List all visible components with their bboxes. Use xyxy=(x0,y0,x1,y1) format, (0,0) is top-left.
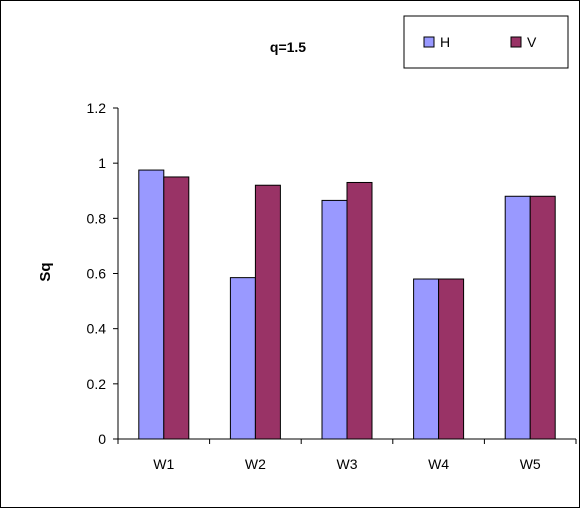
x-tick-label: W4 xyxy=(428,456,449,472)
y-tick-label: 1.2 xyxy=(87,100,107,116)
y-tick-label: 0 xyxy=(98,431,106,447)
legend-label-h: H xyxy=(440,34,450,50)
y-tick-label: 0.6 xyxy=(87,266,107,282)
y-tick-label: 0.2 xyxy=(87,376,107,392)
y-tick-label: 0.4 xyxy=(87,321,107,337)
x-tick-label: W5 xyxy=(520,456,541,472)
bar-h-w5 xyxy=(504,195,531,440)
bar-h-w3 xyxy=(321,199,348,440)
bar-v-w2 xyxy=(254,184,281,440)
legend: H V xyxy=(403,15,569,69)
chart-title: q=1.5 xyxy=(270,39,306,55)
plot-area: 0 0.2 0.4 0.6 0.8 1 1.2 W1 W2 W3 W4 W5 xyxy=(87,100,577,472)
y-tick-label: 0.8 xyxy=(87,210,107,226)
bar-h-w4 xyxy=(413,278,440,440)
bar-v-w3 xyxy=(346,181,373,440)
bar-v-w1 xyxy=(163,176,190,440)
bar-h-w1 xyxy=(138,169,165,440)
bar-h-w2 xyxy=(229,277,256,440)
bar-v-w4 xyxy=(438,278,465,440)
bar-v-w5 xyxy=(529,195,556,440)
legend-swatch-v xyxy=(510,36,522,48)
legend-label-v: V xyxy=(527,34,537,50)
y-axis-label: Sq xyxy=(37,262,54,281)
y-tick-label: 1 xyxy=(98,155,106,171)
legend-swatch-h xyxy=(423,36,435,48)
x-tick-label: W1 xyxy=(153,456,174,472)
x-tick-label: W3 xyxy=(337,456,358,472)
x-tick-label: W2 xyxy=(245,456,266,472)
